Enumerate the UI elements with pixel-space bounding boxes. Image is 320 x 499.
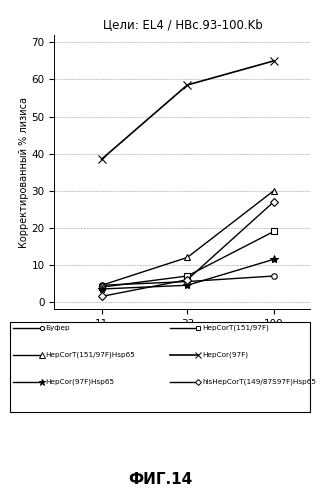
Text: HepCor(97F)Hsp65: HepCor(97F)Hsp65 xyxy=(45,379,115,385)
X-axis label: Соотношение эффектор:цель: Соотношение эффектор:цель xyxy=(100,332,264,342)
Text: HepCorT(151/97F)Hsp65: HepCorT(151/97F)Hsp65 xyxy=(45,352,135,358)
Text: HepCor(97F): HepCor(97F) xyxy=(202,352,248,358)
Text: Буфер: Буфер xyxy=(45,325,70,331)
Text: HepCorT(151/97F): HepCorT(151/97F) xyxy=(202,324,269,331)
Title: Цели: EL4 / HBc.93-100.Kb: Цели: EL4 / HBc.93-100.Kb xyxy=(102,18,262,31)
Text: hisHepCorT(149/87S97F)Hsp65: hisHepCorT(149/87S97F)Hsp65 xyxy=(202,379,316,385)
Text: ФИГ.14: ФИГ.14 xyxy=(128,472,192,487)
Y-axis label: Корректированный % лизиса: Корректированный % лизиса xyxy=(19,97,29,248)
